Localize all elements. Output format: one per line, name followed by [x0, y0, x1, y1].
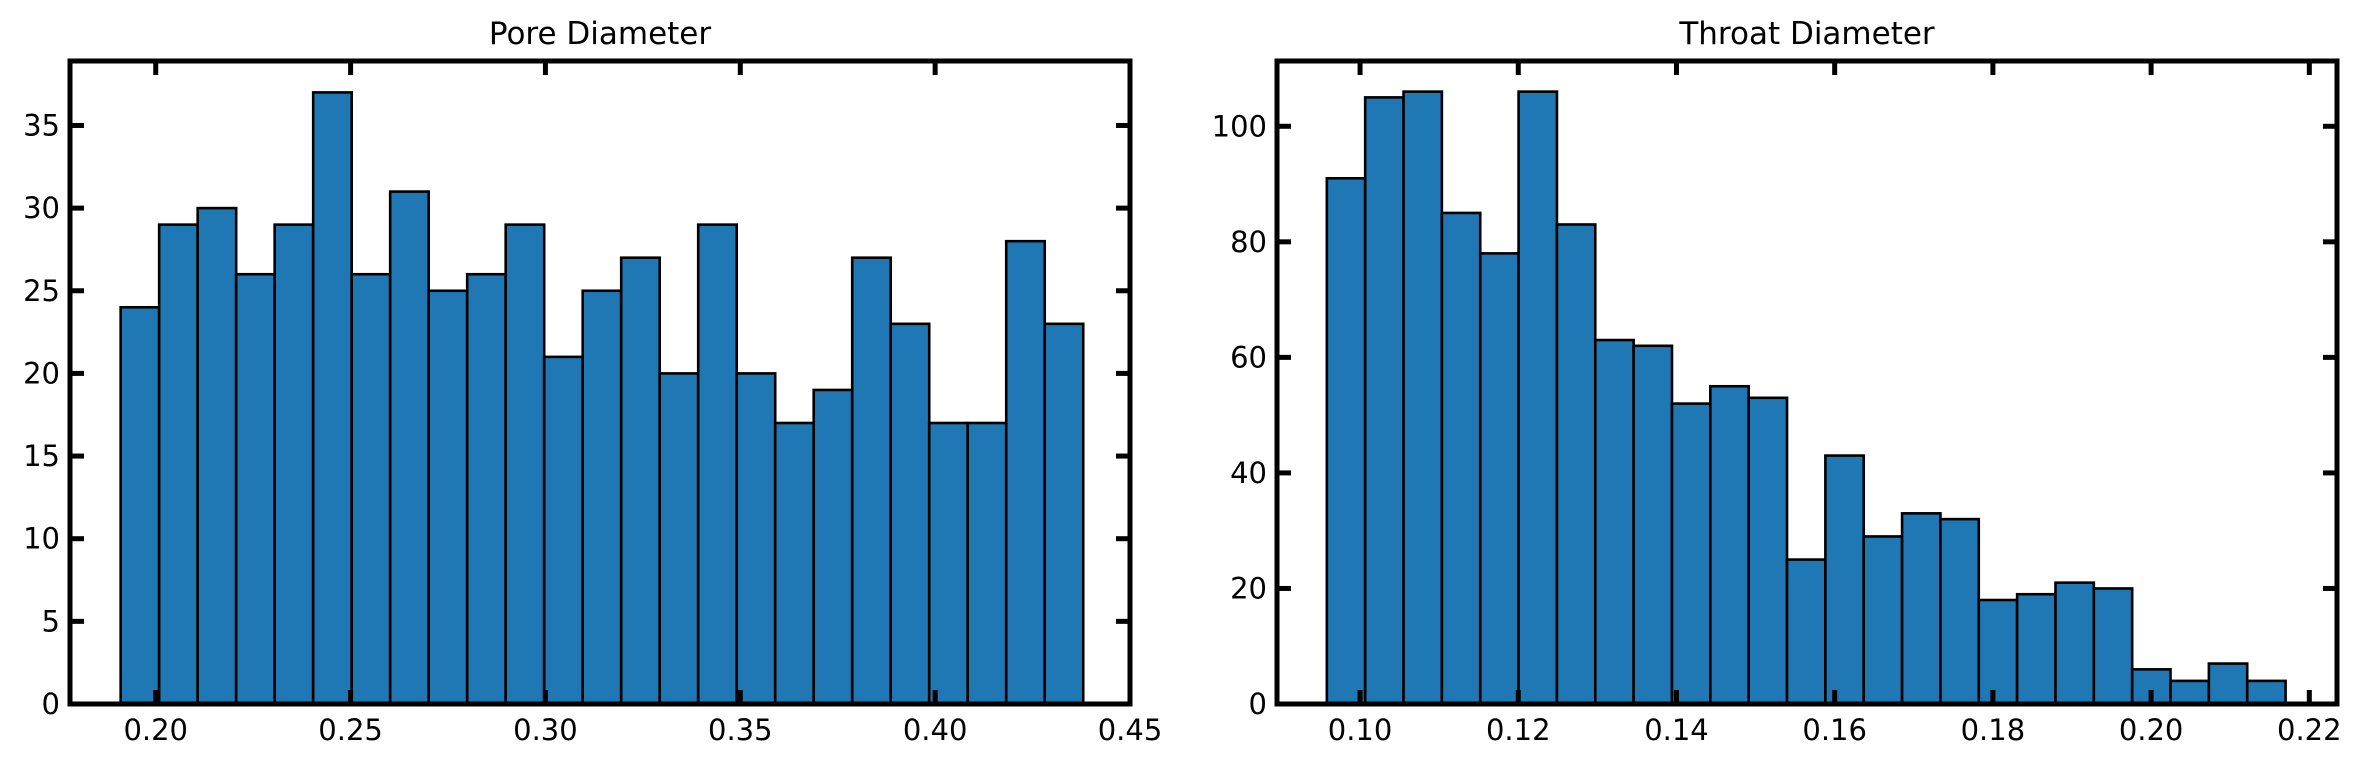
histogram-bar: [2015, 592, 2057, 706]
x-tick-label: 0.22: [2277, 713, 2342, 747]
histogram-bar: [735, 372, 777, 706]
histogram-bar: [388, 190, 430, 706]
histogram-bar: [581, 289, 623, 706]
y-tick-label: 20: [1230, 571, 1267, 605]
y-tick-label: 15: [23, 439, 60, 473]
histogram-bar: [1785, 558, 1827, 706]
histogram-bar: [311, 91, 353, 706]
histogram-bar: [1939, 517, 1981, 706]
plot-frame: [1274, 58, 2340, 707]
histogram-bar: [157, 223, 199, 706]
y-tick-label: 20: [23, 356, 60, 390]
histogram-bar: [1043, 322, 1085, 706]
x-tick-label: 0.18: [1961, 713, 2026, 747]
histogram-bar: [1517, 90, 1559, 706]
y-tick-label: 100: [1212, 109, 1267, 143]
x-tick-label: 0.35: [708, 713, 773, 747]
y-tick-label: 10: [23, 522, 60, 556]
histogram-bar: [1977, 598, 2019, 706]
histogram-bar: [619, 256, 662, 706]
histogram-bar: [1478, 252, 1520, 706]
x-tick-label: 0.30: [513, 713, 578, 747]
x-tick-label: 0.45: [1098, 713, 1163, 747]
chart-title: Pore Diameter: [489, 16, 712, 52]
histogram-bar: [465, 272, 507, 706]
histogram-bar: [427, 289, 469, 706]
histogram-bar: [1900, 512, 1942, 706]
histogram-bar: [889, 322, 931, 706]
histogram-bar: [119, 305, 161, 706]
histogram-bar: [966, 421, 1008, 706]
y-tick-label: 60: [1230, 340, 1267, 374]
x-tick-label: 0.40: [903, 713, 968, 747]
throat-diameter-histogram: Throat Diameter 0.10 0.12 0.14 0.16 0.18 0.20…: [1212, 16, 2342, 747]
histogram-bar: [2054, 581, 2096, 706]
histogram-bar: [1555, 223, 1597, 706]
histogram-bar: [812, 388, 854, 706]
x-tick-label: 0.16: [1802, 713, 1867, 747]
histogram-bar: [1363, 96, 1405, 706]
histogram-bar: [1440, 211, 1482, 706]
x-tick-label: 0.10: [1328, 713, 1393, 747]
histogram-bar: [927, 421, 970, 706]
histogram-bar: [1747, 396, 1789, 706]
histogram-bar: [2092, 587, 2134, 706]
x-tick-label: 0.20: [123, 713, 188, 747]
histogram-bar: [273, 223, 315, 706]
x-tick-label: 0.12: [1486, 713, 1551, 747]
histogram-bar: [773, 421, 816, 706]
histogram-bar: [1632, 344, 1674, 706]
histogram-bar: [234, 272, 276, 706]
x-tick-label: 0.14: [1644, 713, 1709, 747]
y-tick-label: 0: [1249, 687, 1267, 721]
histogram-bar: [350, 272, 392, 706]
histogram-bar: [2245, 679, 2287, 706]
y-tick-label: 80: [1230, 225, 1267, 259]
histogram-bar: [658, 372, 700, 706]
y-tick-label: 5: [42, 604, 60, 638]
histogram-bar: [1709, 384, 1750, 706]
x-tick-label: 0.25: [318, 713, 383, 747]
histogram-bar: [542, 355, 584, 706]
histogram-bar: [1862, 535, 1904, 706]
y-tick-label: 35: [23, 108, 60, 142]
histogram-bar: [504, 223, 546, 706]
histogram-bar: [2207, 662, 2249, 706]
histogram-bar: [696, 223, 739, 706]
y-tick-label: 40: [1230, 456, 1267, 490]
histogram-bar: [196, 206, 238, 706]
histogram-bar: [850, 256, 893, 706]
histogram-bar: [1402, 90, 1444, 706]
histogram-bar: [1593, 338, 1635, 706]
histogram-bar: [1670, 402, 1712, 706]
x-tick-label: 0.20: [2119, 713, 2184, 747]
y-tick-label: 25: [23, 274, 60, 308]
histogram-bar: [1004, 239, 1047, 706]
chart-title: Throat Diameter: [1678, 16, 1935, 52]
histogram-bar: [2169, 679, 2211, 706]
pore-diameter-histogram: Pore Diameter 0.20 0.25 0.30 0.35 0.40 0.45 0 5…: [23, 16, 1162, 747]
y-tick-label: 0: [42, 687, 60, 721]
histogram-bar: [1325, 176, 1367, 706]
plot-frame: [67, 58, 1133, 707]
histogram-bar: [1824, 454, 1866, 706]
y-tick-label: 30: [23, 191, 60, 225]
